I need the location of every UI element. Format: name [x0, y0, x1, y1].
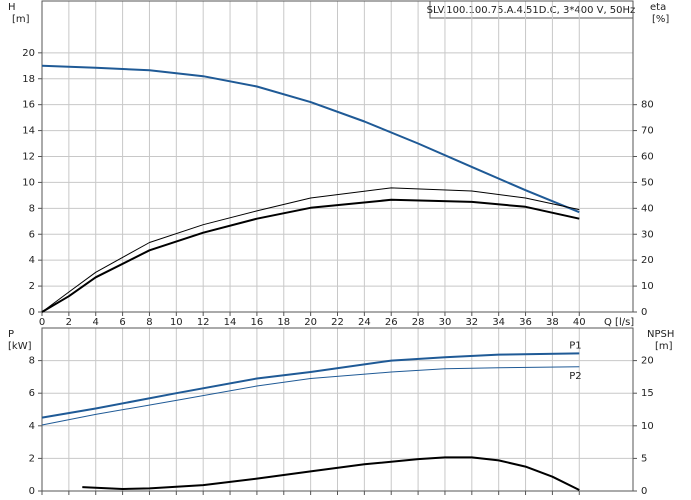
y2-tick-label: 40 [641, 203, 654, 214]
series-label: P2 [569, 371, 581, 382]
y2-tick-label: 20 [641, 356, 654, 367]
y2-tick-label: 60 [641, 152, 654, 163]
x-tick-label: 26 [385, 317, 398, 328]
x-tick-label: 6 [119, 317, 125, 328]
curve [82, 456, 580, 491]
x-tick-label: 36 [519, 317, 532, 328]
curve [41, 352, 580, 419]
y-tick-label: 20 [22, 48, 35, 59]
curve [41, 64, 580, 214]
y-tick-label: 8 [29, 203, 35, 214]
y2-tick-label: 5 [641, 453, 647, 464]
x-tick-label: 8 [146, 317, 152, 328]
x-tick-label: 10 [170, 317, 183, 328]
x-axis-label: Q [l/s] [604, 317, 634, 328]
x-tick-label: 2 [66, 317, 72, 328]
x-tick-label: 0 [39, 317, 45, 328]
curve [41, 187, 580, 313]
y2-axis-label: NPSH [647, 329, 674, 340]
y2-tick-label: 50 [641, 177, 654, 188]
y-axis-label: P [8, 329, 14, 340]
plot-frame [41, 327, 634, 492]
x-tick-label: 18 [277, 317, 290, 328]
y2-tick-label: 10 [641, 421, 654, 432]
x-tick-label: 38 [546, 317, 559, 328]
y2-tick-label: 20 [641, 255, 654, 266]
y2-tick-label: 70 [641, 126, 654, 137]
y-tick-label: 0 [29, 307, 35, 318]
y-tick-label: 4 [29, 421, 35, 432]
y-axis-label: H [8, 2, 16, 13]
y-tick-label: 12 [22, 152, 35, 163]
y-axis-unit: [kW] [8, 341, 32, 352]
plot-frame [41, 0, 634, 313]
y-tick-label: 6 [29, 229, 35, 240]
x-tick-label: 24 [358, 317, 371, 328]
series-label: P1 [569, 340, 581, 351]
x-tick-label: 14 [224, 317, 237, 328]
y-tick-label: 8 [29, 356, 35, 367]
x-tick-label: 34 [492, 317, 505, 328]
curve [41, 198, 580, 313]
y2-tick-label: 0 [641, 486, 647, 497]
y-tick-label: 2 [29, 281, 35, 292]
y-tick-label: 14 [22, 126, 35, 137]
y-tick-label: 4 [29, 255, 35, 266]
y2-axis-label: eta [650, 2, 666, 13]
x-tick-label: 12 [197, 317, 210, 328]
x-tick-label: 32 [465, 317, 478, 328]
y2-tick-label: 80 [641, 100, 654, 111]
y-tick-label: 16 [22, 100, 35, 111]
chart-title: SLV.100.100.75.A.4.51D.C, 3*400 V, 50Hz [427, 5, 636, 16]
curve [41, 366, 580, 426]
x-tick-label: 22 [331, 317, 344, 328]
x-tick-label: 16 [251, 317, 264, 328]
y2-axis-unit: [m] [655, 341, 673, 352]
y2-tick-label: 30 [641, 229, 654, 240]
x-tick-label: 28 [412, 317, 425, 328]
y2-tick-label: 10 [641, 281, 654, 292]
x-tick-label: 30 [439, 317, 452, 328]
y-tick-label: 6 [29, 388, 35, 399]
y-tick-label: 18 [22, 74, 35, 85]
y2-axis-unit: [%] [652, 14, 669, 25]
y-axis-unit: [m] [12, 14, 30, 25]
y2-tick-label: 15 [641, 388, 654, 399]
y-tick-label: 0 [29, 486, 35, 497]
x-tick-label: 20 [304, 317, 317, 328]
y2-tick-label: 0 [641, 307, 647, 318]
x-tick-label: 4 [93, 317, 99, 328]
y-tick-label: 10 [22, 177, 35, 188]
y-tick-label: 2 [29, 453, 35, 464]
x-tick-label: 40 [573, 317, 586, 328]
